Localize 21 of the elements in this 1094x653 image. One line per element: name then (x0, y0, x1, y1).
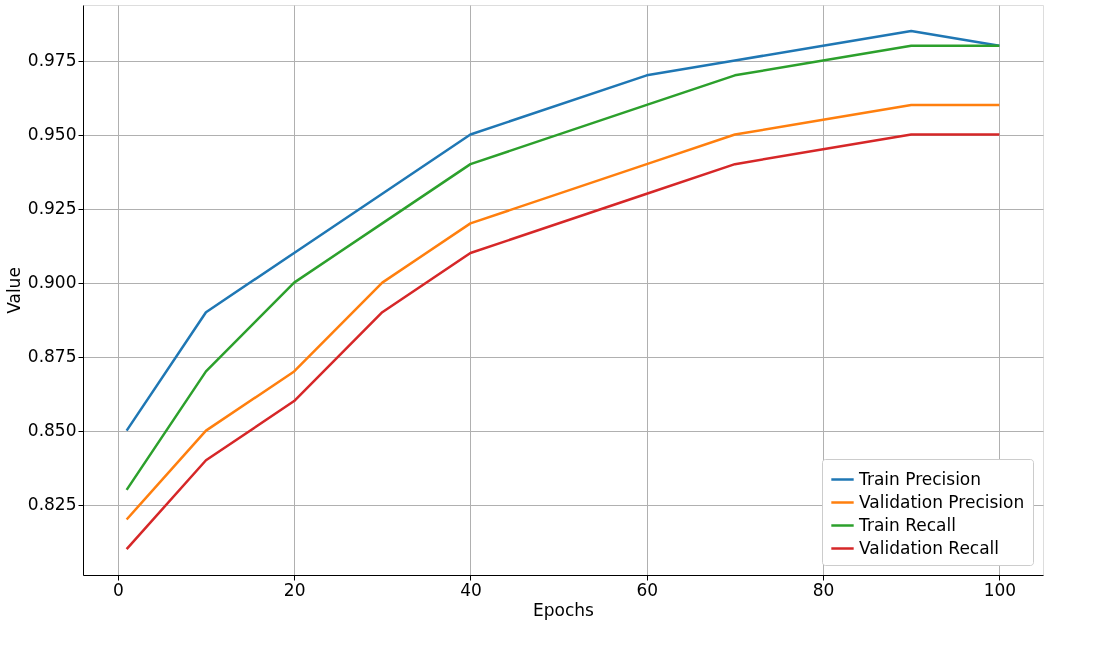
x-tick-label: 0 (112, 579, 124, 600)
x-tick-label: 100 (983, 579, 1017, 600)
line-series (125, 44, 1001, 492)
legend-label: Validation Recall (859, 537, 1000, 558)
x-tick-label: 40 (460, 579, 482, 600)
x-tick-label: 60 (636, 579, 659, 600)
y-tick-label: 0.875 (27, 346, 77, 367)
legend-label: Train Precision (858, 468, 982, 489)
x-tick-label: 20 (283, 579, 306, 600)
y-tick-label: 0.825 (27, 494, 77, 515)
y-tick-label: 0.975 (27, 50, 77, 71)
x-axis-title: Epochs (533, 599, 595, 620)
y-tick-label: 0.850 (27, 420, 77, 441)
x-tick-label: 80 (812, 579, 835, 600)
legend-label: Validation Precision (859, 491, 1025, 512)
line-series (125, 29, 1001, 432)
y-tick-label: 0.950 (27, 124, 77, 145)
y-axis-title: Value (3, 267, 24, 314)
y-tick-label: 0.900 (27, 272, 77, 293)
legend-label: Train Recall (858, 514, 956, 535)
y-tick-label: 0.925 (27, 198, 77, 219)
